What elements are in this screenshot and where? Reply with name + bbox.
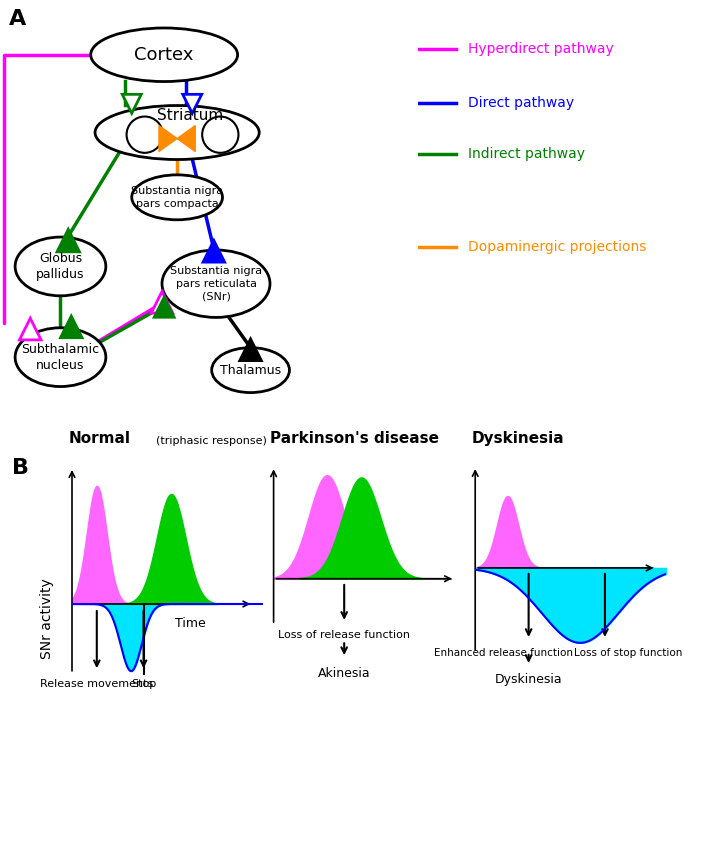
Polygon shape [19,318,41,340]
Ellipse shape [132,175,222,220]
Polygon shape [60,316,82,338]
Polygon shape [159,125,177,152]
Text: Dyskinesia: Dyskinesia [472,431,564,446]
Text: Loss of stop function: Loss of stop function [574,647,682,658]
Text: Substantia nigra
pars reticulata
(SNr): Substantia nigra pars reticulata (SNr) [170,266,262,301]
Text: A: A [9,9,26,29]
Text: Substantia nigra
pars compacta: Substantia nigra pars compacta [131,186,223,209]
Polygon shape [240,339,261,360]
Polygon shape [122,94,141,114]
Text: (triphasic response): (triphasic response) [156,436,267,446]
Ellipse shape [212,348,289,392]
Text: Normal: Normal [68,431,130,446]
Polygon shape [183,94,202,114]
Polygon shape [151,291,173,313]
Text: Loss of release function: Loss of release function [278,631,410,641]
Text: Cortex: Cortex [135,45,194,64]
Polygon shape [57,229,79,252]
Text: Dyskinesia: Dyskinesia [495,673,562,686]
Ellipse shape [162,250,270,317]
Ellipse shape [15,328,106,386]
Text: Time: Time [175,617,206,631]
Text: Striatum: Striatum [157,108,223,123]
Text: Globus
pallidus: Globus pallidus [36,252,85,281]
Ellipse shape [91,28,238,82]
Text: Subthalamic
nucleus: Subthalamic nucleus [22,343,99,371]
Polygon shape [154,297,174,317]
Text: Hyperdirect pathway: Hyperdirect pathway [468,42,613,56]
Text: Release movements: Release movements [40,679,153,689]
Polygon shape [203,241,225,262]
Text: Parkinson's disease: Parkinson's disease [270,431,438,446]
Text: Enhanced release function: Enhanced release function [434,647,573,658]
Circle shape [202,116,238,153]
Text: Dopaminergic projections: Dopaminergic projections [468,240,646,254]
Circle shape [127,116,163,153]
Text: Akinesia: Akinesia [318,667,371,679]
Text: Direct pathway: Direct pathway [468,96,574,110]
Polygon shape [177,125,195,152]
Text: SNr activity: SNr activity [40,578,54,659]
Text: Stop: Stop [131,679,156,689]
Text: Indirect pathway: Indirect pathway [468,147,585,162]
Text: Thalamus: Thalamus [220,364,281,376]
Ellipse shape [95,105,259,159]
Ellipse shape [15,237,106,296]
Text: B: B [12,458,29,478]
